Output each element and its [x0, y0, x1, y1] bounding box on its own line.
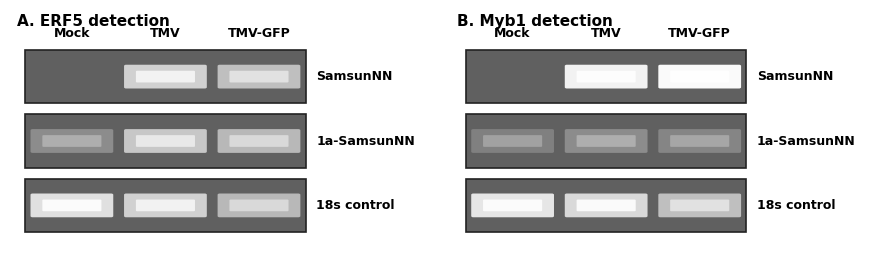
Text: TMV: TMV — [150, 27, 181, 40]
FancyBboxPatch shape — [217, 129, 300, 153]
FancyBboxPatch shape — [30, 194, 113, 217]
FancyBboxPatch shape — [483, 135, 541, 147]
FancyBboxPatch shape — [657, 194, 740, 217]
FancyBboxPatch shape — [576, 71, 635, 82]
FancyBboxPatch shape — [136, 135, 195, 147]
Bar — [465, 114, 746, 168]
Bar — [25, 50, 306, 103]
FancyBboxPatch shape — [229, 71, 288, 82]
FancyBboxPatch shape — [229, 135, 288, 147]
Text: SamsunNN: SamsunNN — [316, 70, 392, 83]
Text: 18s control: 18s control — [316, 199, 394, 212]
FancyBboxPatch shape — [576, 199, 635, 211]
FancyBboxPatch shape — [670, 135, 728, 147]
FancyBboxPatch shape — [43, 199, 101, 211]
Text: B. Myb1 detection: B. Myb1 detection — [457, 14, 612, 29]
Bar — [25, 179, 306, 232]
FancyBboxPatch shape — [657, 129, 740, 153]
FancyBboxPatch shape — [217, 194, 300, 217]
Text: 18s control: 18s control — [756, 199, 835, 212]
FancyBboxPatch shape — [670, 199, 728, 211]
Text: TMV-GFP: TMV-GFP — [228, 27, 290, 40]
FancyBboxPatch shape — [576, 135, 635, 147]
FancyBboxPatch shape — [564, 194, 647, 217]
FancyBboxPatch shape — [136, 71, 195, 82]
FancyBboxPatch shape — [470, 129, 554, 153]
FancyBboxPatch shape — [217, 65, 300, 89]
Text: 1a-SamsunNN: 1a-SamsunNN — [756, 134, 855, 147]
FancyBboxPatch shape — [124, 194, 206, 217]
FancyBboxPatch shape — [43, 135, 101, 147]
Text: TMV-GFP: TMV-GFP — [667, 27, 730, 40]
Text: SamsunNN: SamsunNN — [756, 70, 832, 83]
FancyBboxPatch shape — [136, 199, 195, 211]
FancyBboxPatch shape — [670, 71, 728, 82]
Text: TMV: TMV — [590, 27, 621, 40]
Bar — [465, 179, 746, 232]
FancyBboxPatch shape — [483, 199, 541, 211]
FancyBboxPatch shape — [30, 129, 113, 153]
FancyBboxPatch shape — [657, 65, 740, 89]
Text: Mock: Mock — [494, 27, 530, 40]
FancyBboxPatch shape — [124, 65, 206, 89]
Text: 1a-SamsunNN: 1a-SamsunNN — [316, 134, 415, 147]
Bar — [25, 114, 306, 168]
FancyBboxPatch shape — [564, 129, 647, 153]
FancyBboxPatch shape — [124, 129, 206, 153]
Text: A. ERF5 detection: A. ERF5 detection — [17, 14, 169, 29]
FancyBboxPatch shape — [470, 194, 554, 217]
Bar — [465, 50, 746, 103]
FancyBboxPatch shape — [564, 65, 647, 89]
FancyBboxPatch shape — [229, 199, 288, 211]
Text: Mock: Mock — [53, 27, 90, 40]
